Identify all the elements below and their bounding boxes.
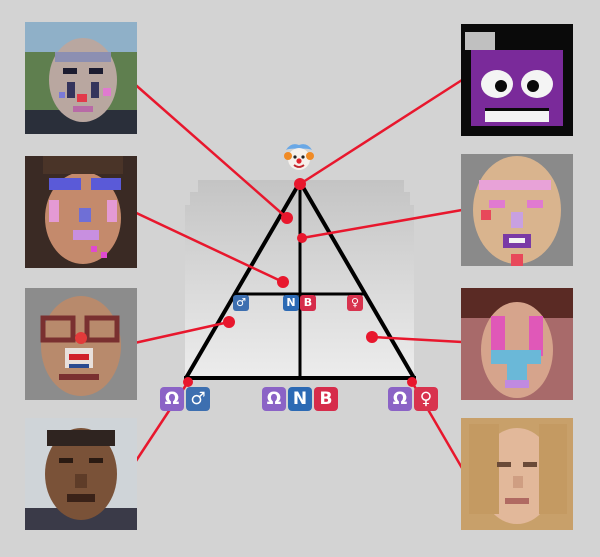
clown-face-icon — [282, 140, 316, 174]
portrait-painted-face — [25, 156, 137, 268]
female-symbol-icon: ♀ — [347, 295, 363, 311]
female-symbol-icon: ♀ — [414, 387, 438, 411]
nonbinary-n-badge: N — [288, 387, 312, 411]
point-apex — [294, 178, 306, 190]
nonbinary-b-badge: B — [300, 295, 316, 311]
gender-triangle — [184, 180, 416, 380]
portrait-pink-makeup — [461, 154, 573, 266]
connector-points — [183, 178, 417, 387]
point-br — [407, 377, 417, 387]
midline-label-female: ♀ — [347, 295, 363, 311]
connector-l2 — [129, 208, 284, 284]
point-r2 — [297, 233, 307, 243]
male-symbol-icon: ♂ — [186, 387, 210, 411]
point-l1 — [281, 212, 293, 224]
point-l2 — [277, 276, 289, 288]
triangle-right-edge — [298, 180, 416, 380]
omega-badge: Ω — [160, 387, 184, 411]
point-l3 — [223, 316, 235, 328]
portrait-plain-face — [25, 418, 137, 530]
portrait-clown-makeup — [25, 288, 137, 400]
connector-r1 — [299, 78, 463, 186]
point-r3 — [366, 331, 378, 343]
vertex-label-female: Ω ♀ — [388, 387, 438, 411]
portrait-pink-makeup-2 — [461, 288, 573, 400]
connector-r2 — [301, 208, 463, 240]
portrait-cartoon-face — [461, 24, 573, 136]
connectors — [128, 78, 464, 471]
connector-r3 — [371, 335, 463, 344]
omega-badge: Ω — [262, 387, 286, 411]
male-symbol-icon: ♂ — [233, 295, 249, 311]
portrait-tattooed-face — [25, 22, 137, 134]
nonbinary-n-badge: N — [283, 295, 299, 311]
point-bl — [183, 377, 193, 387]
nonbinary-b-badge: B — [314, 387, 338, 411]
connector-l3 — [129, 320, 230, 346]
portrait-plain-face-2 — [461, 418, 573, 530]
vertex-label-nonbinary: Ω N B — [262, 387, 338, 411]
omega-badge: Ω — [388, 387, 412, 411]
midline-label-nonbinary: N B — [283, 295, 316, 311]
triangle-left-edge — [184, 180, 302, 380]
midline-label-male: ♂ — [233, 295, 249, 311]
connector-l1 — [129, 79, 288, 219]
vertex-label-male: Ω ♂ — [160, 387, 210, 411]
